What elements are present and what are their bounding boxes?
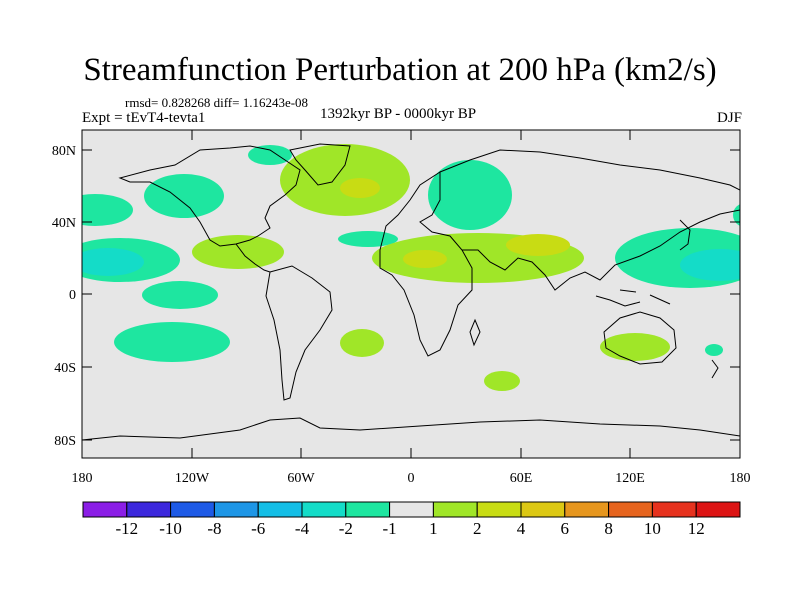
blob-satl — [340, 329, 384, 357]
lon-label-0: 0 — [408, 471, 415, 486]
colorbar-label: 4 — [517, 519, 526, 538]
blob-arctic-canada — [248, 145, 292, 165]
colorbar-label: 1 — [429, 519, 438, 538]
axis-ticks — [82, 130, 740, 458]
colorbar-label: -1 — [383, 519, 397, 538]
colorbar-swatch — [651, 501, 697, 518]
lat-label-eq: 0 — [69, 288, 76, 303]
colorbar-swatch — [520, 501, 566, 518]
coast-south-america — [265, 265, 333, 401]
blob-pac-trop-core — [82, 248, 144, 276]
coast-north-america — [118, 145, 301, 247]
coast-japan — [679, 219, 691, 251]
lon-labels: 180 120W 60W 0 60E 120E 180 — [72, 471, 751, 486]
colorbar-swatch — [564, 501, 610, 518]
coastlines — [82, 143, 740, 441]
colorbar-swatch — [170, 501, 215, 518]
blob-australia — [600, 333, 670, 361]
lon-label-180w: 180 — [72, 471, 93, 486]
blob-dateline-40n — [82, 194, 133, 226]
blob-africa-core — [403, 250, 447, 268]
stats-line: rmsd= 0.828268 diff= 1.16243e-08 — [125, 95, 309, 110]
coast-indonesia — [595, 289, 671, 307]
colorbar-label: -6 — [251, 519, 265, 538]
colorbar-label: -12 — [115, 519, 138, 538]
coast-new-zealand — [711, 359, 719, 379]
colorbar-label: 8 — [604, 519, 613, 538]
blob-india-core — [506, 234, 570, 256]
lon-label-180e: 180 — [730, 471, 751, 486]
coast-europe-africa — [379, 171, 473, 357]
coast-greenland — [289, 143, 351, 186]
lon-label-120e: 120E — [615, 471, 645, 486]
colorbar-swatch — [126, 501, 172, 518]
contour-fill — [82, 144, 740, 391]
colorbar-swatch — [695, 501, 741, 518]
map-title: Streamfunction Perturbation at 200 hPa (… — [83, 52, 717, 88]
colorbar-swatch — [476, 501, 522, 518]
lat-label-40n: 40N — [52, 216, 76, 231]
blob-atl-small — [338, 231, 398, 247]
blob-spac — [114, 322, 230, 362]
lon-label-60e: 60E — [510, 471, 533, 486]
season-label: DJF — [716, 110, 742, 126]
colorbar-swatch — [301, 501, 347, 518]
blob-caribbean — [192, 235, 284, 269]
colorbar-swatch — [345, 501, 391, 518]
blob-wpac-core — [680, 249, 740, 281]
lat-labels: 80N 40N 0 40S 80S — [52, 144, 76, 449]
coast-madagascar — [469, 318, 481, 347]
colorbar-label: 12 — [688, 519, 705, 538]
blob-nz — [705, 344, 723, 356]
colorbar-swatch — [389, 501, 434, 518]
colorbar-swatch — [608, 501, 653, 518]
colorbar-label: -10 — [159, 519, 182, 538]
blob-siberia — [428, 160, 512, 230]
colorbar-label: 6 — [561, 519, 570, 538]
experiment-label: Expt = tEvT4-tevta1 — [82, 110, 206, 126]
colorbar-label: -2 — [339, 519, 353, 538]
colorbar: -12 -10 -8 -6 -4 -2 -1 1 2 4 6 8 10 12 — [82, 501, 741, 538]
colorbar-label: -4 — [295, 519, 310, 538]
colorbar-label: 2 — [473, 519, 482, 538]
blob-natl — [280, 144, 410, 216]
blob-pac-eq — [142, 281, 218, 309]
colorbar-label: 10 — [644, 519, 661, 538]
blob-pac-ne — [144, 174, 224, 218]
coast-central-america — [235, 243, 271, 273]
colorbar-swatch — [82, 501, 128, 518]
lat-label-80s: 80S — [54, 434, 76, 449]
lon-label-60w: 60W — [287, 471, 315, 486]
coast-asia — [439, 149, 740, 291]
lon-label-120w: 120W — [175, 471, 210, 486]
colorbar-swatch — [257, 501, 303, 518]
lat-label-40s: 40S — [54, 361, 76, 376]
colorbar-label: -8 — [207, 519, 221, 538]
coast-australia — [603, 311, 677, 365]
blob-sindian — [484, 371, 520, 391]
blob-natl-core — [340, 178, 380, 198]
colorbar-swatch — [432, 501, 478, 518]
blob-right-edge — [733, 204, 740, 226]
colorbar-swatch — [213, 501, 259, 518]
coast-antarctica — [82, 417, 740, 441]
period-label: 1392kyr BP - 0000kyr BP — [320, 106, 477, 122]
lat-label-80n: 80N — [52, 144, 76, 159]
